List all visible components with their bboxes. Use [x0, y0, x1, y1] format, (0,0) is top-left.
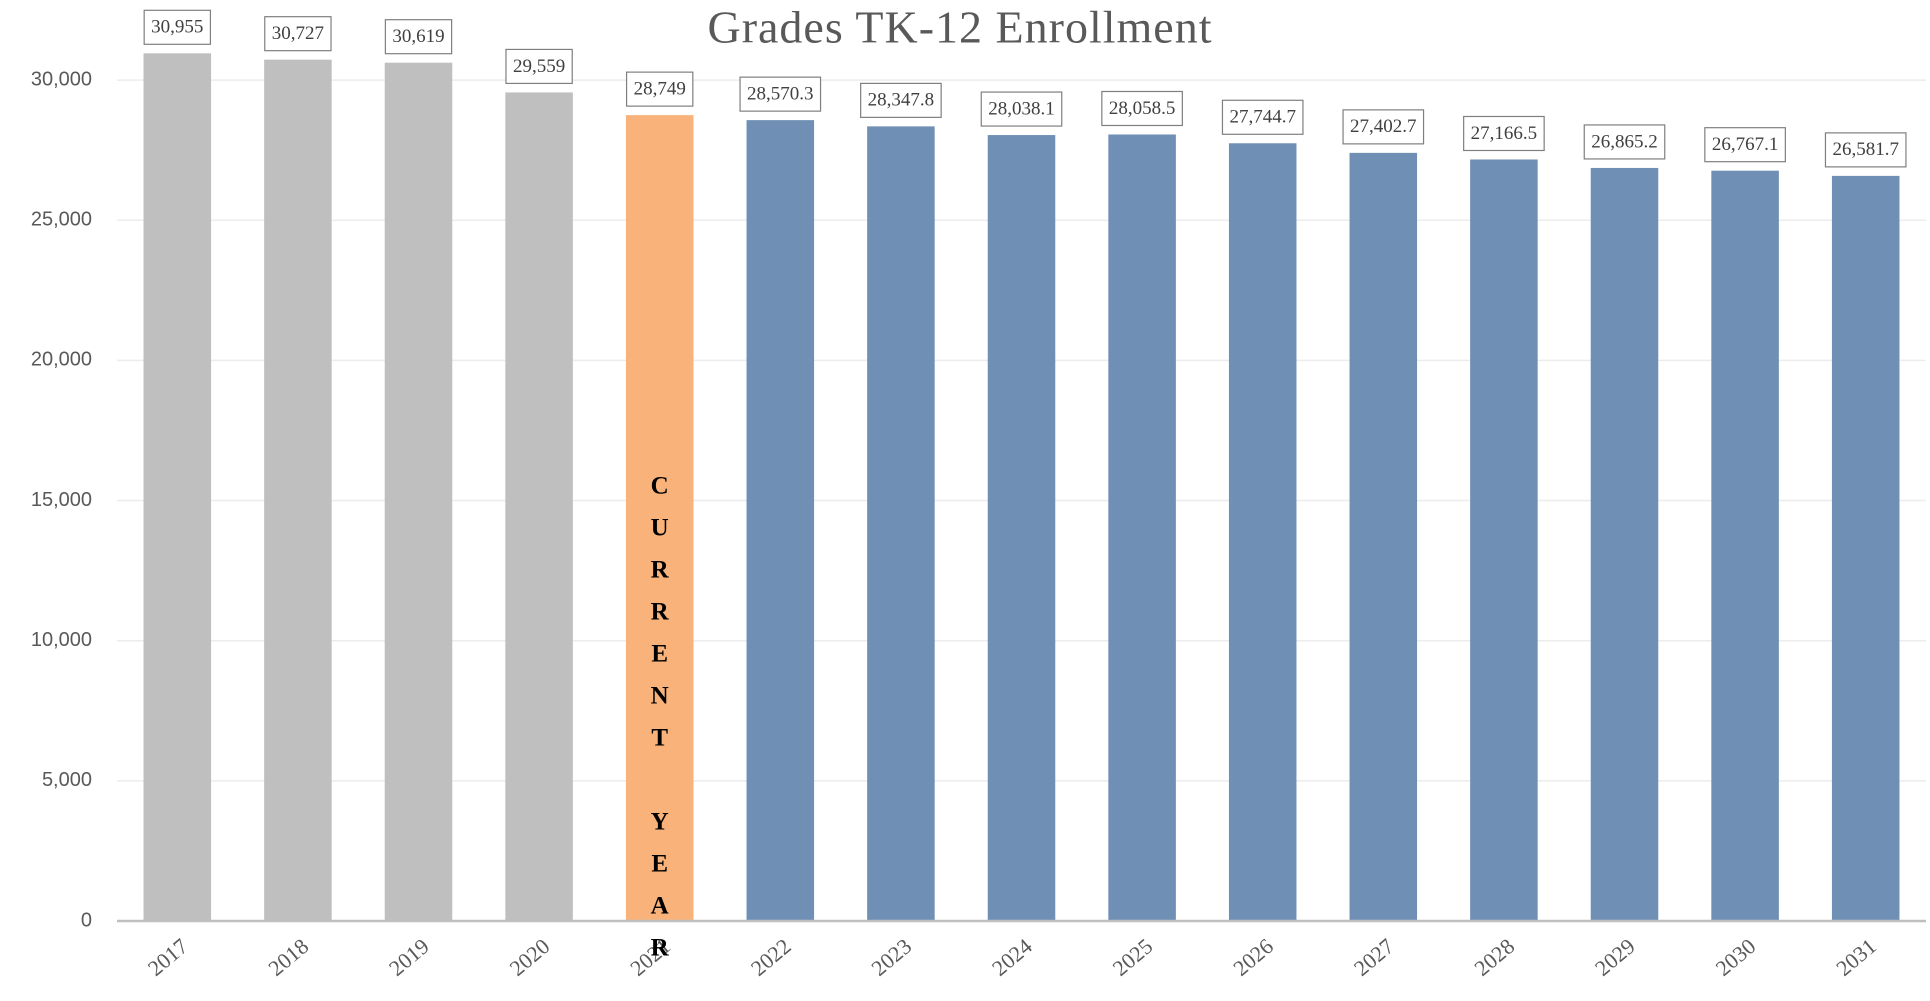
- value-label-box: [739, 76, 822, 112]
- value-label: 27,166.5: [1471, 123, 1538, 144]
- value-label-box: [1704, 127, 1786, 163]
- value-label-box: [1342, 109, 1425, 145]
- x-tick-label: 2020: [505, 933, 555, 980]
- value-label: 30,619: [392, 26, 444, 47]
- value-label: 28,038.1: [988, 98, 1055, 119]
- bar: [505, 92, 573, 922]
- value-label: 28,749: [634, 78, 686, 99]
- value-label-box: [505, 48, 573, 85]
- y-tick-label: 0: [81, 909, 92, 931]
- x-tick-label: 2025: [1108, 933, 1158, 980]
- annotation: CURRENT YEAR: [646, 473, 673, 977]
- value-label-box: [1824, 132, 1907, 168]
- value-label-box: [625, 71, 694, 107]
- value-label: 28,058.5: [1109, 98, 1176, 119]
- value-label-box: [980, 91, 1063, 127]
- x-tick-label: 2030: [1711, 933, 1761, 980]
- x-tick-label: 2027: [1349, 933, 1399, 980]
- bar: [1470, 159, 1538, 922]
- y-tick-label: 30,000: [31, 68, 92, 90]
- value-label-box: [1221, 99, 1304, 135]
- x-tick-label: 2024: [987, 933, 1037, 980]
- value-label-box: [143, 9, 212, 45]
- value-label: 26,581.7: [1832, 139, 1899, 160]
- bar: [143, 53, 212, 921]
- x-tick-label: 2029: [1590, 933, 1640, 980]
- value-label: 30,955: [151, 17, 203, 38]
- y-tick-label: 15,000: [31, 489, 92, 511]
- value-label: 26,865.2: [1591, 131, 1658, 152]
- value-label-box: [860, 82, 942, 118]
- bar: [1108, 134, 1176, 921]
- bar: [1349, 152, 1418, 922]
- bar: [987, 135, 1056, 921]
- y-tick-label: 25,000: [31, 209, 92, 231]
- value-label: 28,347.8: [868, 90, 935, 111]
- bar: [384, 62, 453, 921]
- chart-title: Grades TK-12 Enrollment: [707, 2, 1212, 53]
- x-tick-label: 2018: [263, 933, 313, 980]
- value-label-box: [1583, 124, 1666, 160]
- bar: [264, 59, 332, 922]
- bar: [746, 120, 815, 921]
- value-label-box: [1463, 115, 1545, 152]
- value-label: 30,727: [272, 23, 324, 44]
- bar: [867, 126, 935, 921]
- x-tick-label: 2028: [1469, 933, 1519, 980]
- value-label-box: [1101, 90, 1183, 127]
- y-tick-label: 5,000: [42, 769, 92, 791]
- bar: [1711, 170, 1779, 922]
- value-label: 27,744.7: [1229, 107, 1296, 128]
- bar: [1831, 175, 1900, 922]
- y-tick-label: 10,000: [31, 629, 92, 651]
- bar: [1590, 167, 1659, 921]
- x-tick-label: 2019: [384, 933, 434, 980]
- bar: [625, 115, 694, 922]
- y-tick-label: 20,000: [31, 349, 92, 371]
- value-label-box: [384, 19, 453, 55]
- value-label: 26,767.1: [1712, 134, 1779, 155]
- x-tick-label: 2017: [143, 933, 193, 980]
- value-label-box: [264, 16, 332, 52]
- x-tick-label: 2022: [746, 933, 796, 980]
- x-tick-label: 2031: [1831, 933, 1881, 980]
- value-label: 28,570.3: [747, 83, 814, 104]
- x-tick-label: 2023: [866, 933, 916, 980]
- x-tick-label: 2026: [1228, 933, 1278, 980]
- value-label: 27,402.7: [1350, 116, 1417, 137]
- value-label: 29,559: [513, 56, 565, 77]
- bar: [1228, 143, 1297, 921]
